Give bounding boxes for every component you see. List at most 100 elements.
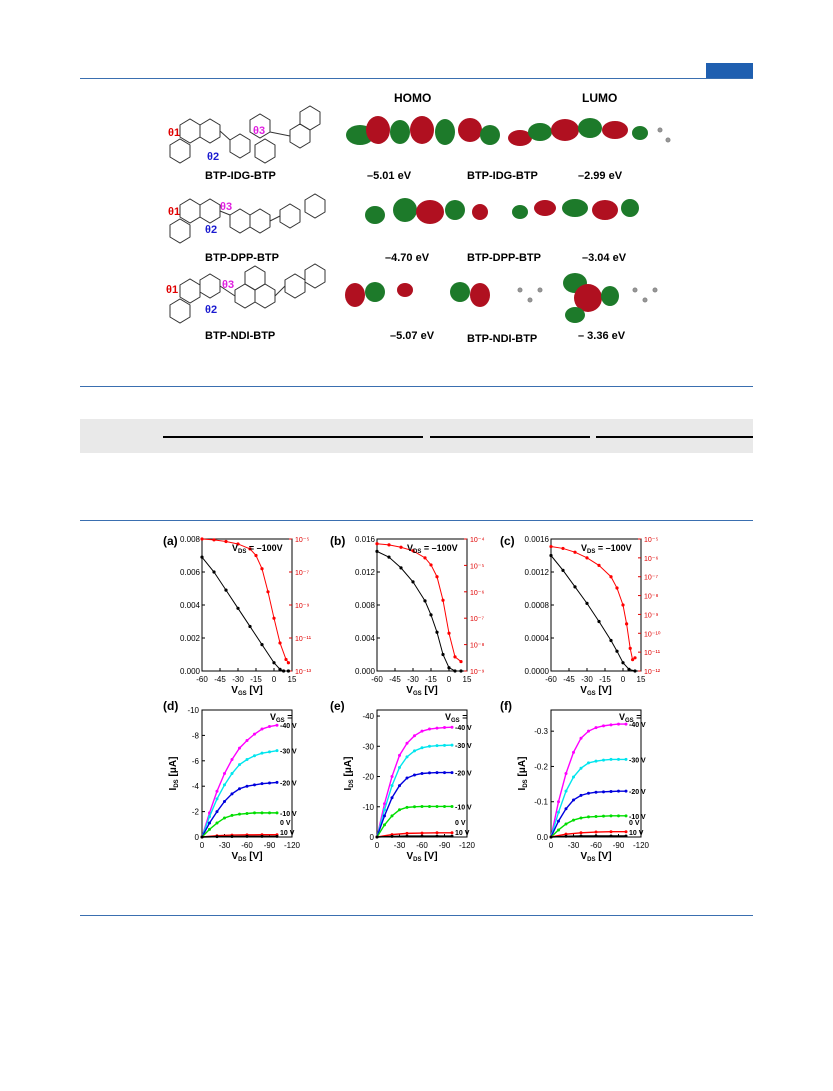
molecular-structures: θ1 θ2 θ3 θ1 θ2 θ3 θ1 θ2 θ3 — [166, 105, 326, 324]
data-point — [435, 744, 439, 748]
data-point — [423, 599, 427, 603]
vgs-annotation: VGS = — [270, 712, 292, 724]
theta2-label: θ2 — [207, 151, 219, 163]
y-tick-label: -2 — [192, 808, 200, 817]
y-tick-label: 0.0 — [537, 833, 549, 842]
series-line-2 — [376, 771, 452, 838]
data-point — [624, 722, 628, 726]
data-point — [549, 553, 553, 558]
data-point — [594, 830, 598, 834]
data-point — [435, 771, 439, 775]
data-point — [215, 797, 219, 801]
data-point — [413, 805, 416, 809]
data-point — [435, 726, 439, 730]
y-tick-label: -10 — [187, 706, 199, 715]
data-point — [260, 782, 264, 786]
y-tick-label: -0.3 — [534, 727, 548, 736]
data-point — [617, 757, 620, 761]
data-point — [428, 771, 431, 775]
data-point — [450, 831, 454, 835]
left-tick-label: 0.0008 — [525, 601, 550, 610]
theta2-label-2: θ2 — [205, 224, 217, 236]
y-axis-label: IDS [μA] — [517, 757, 529, 791]
series-line-5 — [376, 835, 452, 838]
molecule-name-1: BTP-IDG-BTP — [205, 170, 276, 182]
chart-panel-b: (b) -60 -45 -30 -15 0 15 0.016 0.012 0.008 0.004 0.… — [330, 534, 485, 697]
x-tick-label: -30 — [407, 675, 419, 684]
chart-panel-e: (e) 0 -30 -60 -90 -120 -40 -30 -20 -10 0 -40 V -30 V… — [330, 699, 476, 863]
y-tick-label: -20 — [362, 773, 374, 782]
ofet-charts: (a)-60 -45 -30 -15 0 150.0080.0060.0040.0020.… — [163, 534, 661, 863]
data-point — [245, 784, 249, 788]
data-point — [398, 753, 401, 757]
data-point — [625, 622, 629, 626]
right-tick-label: 10⁻⁶ — [470, 590, 484, 597]
data-point — [435, 804, 439, 808]
data-point — [398, 808, 401, 812]
x-tick-label: -60 — [545, 675, 557, 684]
data-point — [286, 669, 290, 673]
series-label: -10 V — [455, 804, 472, 811]
data-point — [208, 827, 211, 831]
data-point — [253, 732, 256, 736]
series-label: 0 V — [280, 820, 291, 827]
data-point — [443, 726, 446, 730]
series-label: -10 V — [629, 814, 646, 821]
plot-frame — [201, 538, 293, 672]
data-point — [428, 744, 431, 748]
data-point — [443, 743, 446, 747]
data-point — [609, 723, 613, 727]
data-point — [215, 821, 219, 825]
data-point — [564, 772, 568, 775]
data-point — [390, 796, 394, 800]
data-point — [572, 750, 575, 754]
data-point — [375, 835, 379, 839]
data-point — [443, 804, 446, 808]
data-point — [597, 563, 601, 567]
data-point — [208, 821, 211, 825]
data-point — [282, 669, 286, 673]
right-tick-label: 10⁻¹³ — [295, 669, 312, 676]
x-tick-label: -30 — [219, 841, 231, 850]
data-point — [573, 585, 577, 589]
theta3-label-2: θ3 — [220, 201, 232, 213]
left-tick-label: 0.004 — [355, 634, 376, 643]
data-point — [585, 601, 589, 605]
left-tick-label: 0.0000 — [525, 667, 550, 676]
molecule-name-3: BTP-NDI-BTP — [205, 330, 276, 342]
right-tick-label: 10⁻⁵ — [470, 563, 484, 570]
data-point — [450, 725, 454, 729]
data-point — [275, 811, 279, 815]
data-point — [413, 734, 416, 738]
homo-energy-2: –4.70 eV — [385, 252, 430, 264]
data-point — [260, 834, 264, 838]
data-point — [633, 669, 637, 673]
lumo-energy-3: – 3.36 eV — [578, 330, 626, 342]
x-tick-label: 0 — [447, 675, 452, 684]
data-point — [405, 741, 409, 745]
series-line-4 — [550, 831, 626, 838]
x-tick-label: -45 — [214, 675, 226, 684]
plot-frame — [550, 538, 642, 672]
data-point — [624, 789, 628, 793]
data-point — [375, 542, 379, 546]
panel-label: (d) — [163, 699, 178, 713]
data-point — [200, 835, 204, 839]
data-point — [627, 667, 631, 671]
data-point — [253, 811, 256, 815]
data-point — [579, 736, 583, 740]
data-point — [602, 790, 605, 794]
panel-label: (b) — [330, 534, 345, 548]
data-point — [212, 538, 216, 542]
x-axis-label: VGS [V] — [406, 685, 437, 697]
series-line-5 — [201, 835, 277, 838]
data-point — [443, 771, 446, 775]
data-point — [272, 661, 276, 665]
left-tick-label: 0.000 — [355, 667, 376, 676]
x-tick-label: -90 — [264, 841, 276, 850]
data-point — [579, 816, 583, 820]
data-point — [587, 761, 590, 765]
y-tick-label: -0.2 — [534, 762, 548, 771]
data-point — [223, 799, 226, 803]
molecule-name-2: BTP-DPP-BTP — [205, 252, 279, 264]
